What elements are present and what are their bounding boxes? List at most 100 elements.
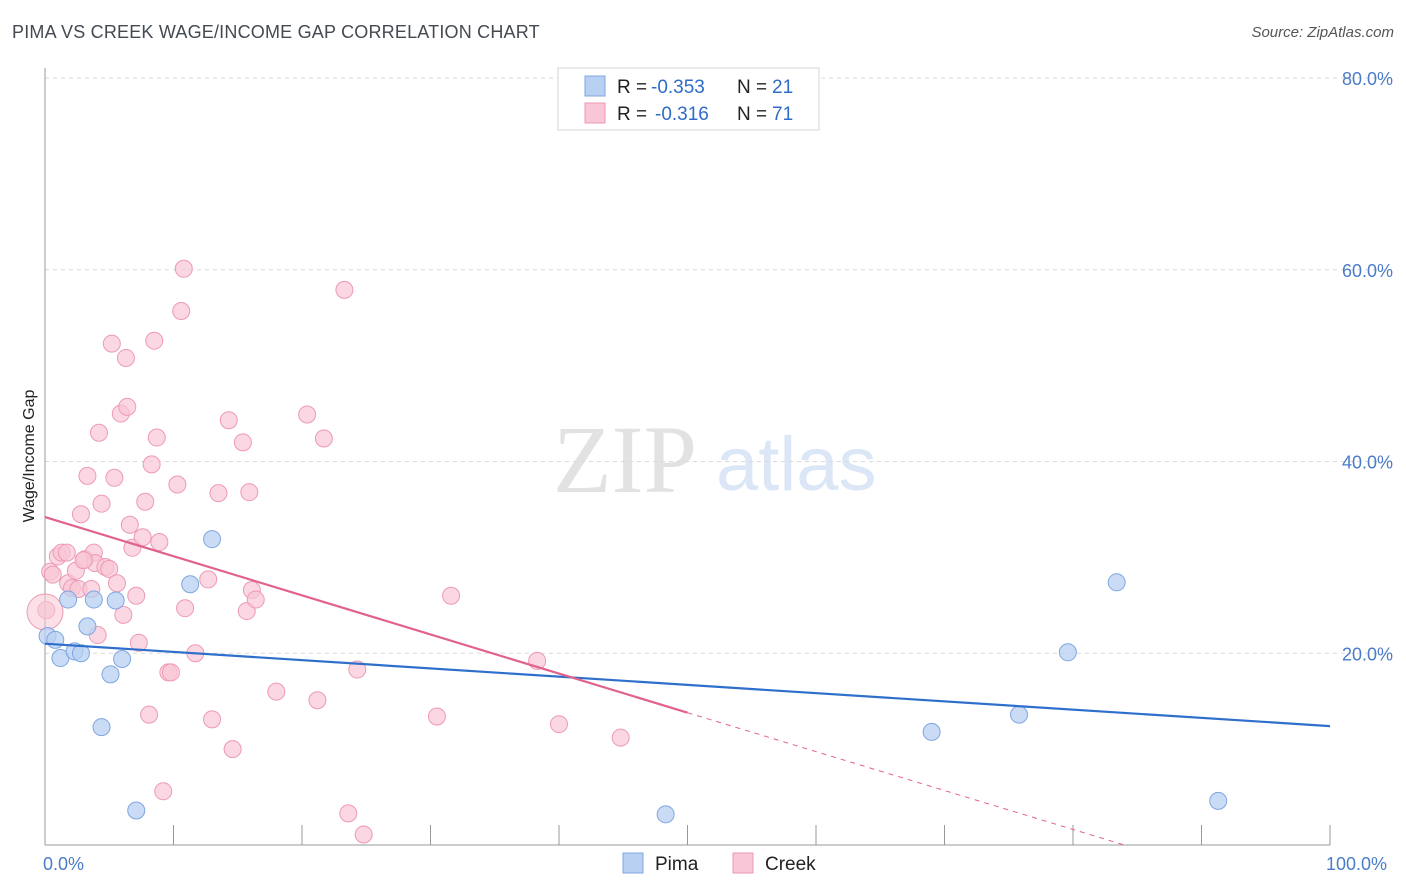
legend-creek-n-value: 71 xyxy=(772,104,793,125)
creek-point xyxy=(354,825,373,844)
creek-point xyxy=(147,428,166,447)
creek-point xyxy=(246,590,265,609)
creek-point xyxy=(92,494,111,513)
creek-point xyxy=(133,528,152,547)
creek-point xyxy=(107,574,126,593)
creek-point xyxy=(127,586,146,605)
pima-point xyxy=(181,575,200,594)
creek-point xyxy=(105,468,124,487)
pima-point xyxy=(84,590,103,609)
pima-point xyxy=(1058,643,1077,662)
pima-point xyxy=(71,644,90,663)
bottom-legend-pima-label: Pima xyxy=(655,854,699,875)
pima-point xyxy=(78,617,97,636)
creek-point xyxy=(26,593,64,631)
creek-point xyxy=(442,586,461,605)
pima-point xyxy=(127,801,146,820)
x-tick-label-max: 100.0% xyxy=(1326,854,1387,874)
x-axis-ticks xyxy=(44,825,1331,845)
legend-pima-n-label: N = xyxy=(737,77,767,98)
creek-point xyxy=(611,728,630,747)
pima-point xyxy=(1107,573,1126,592)
bottom-legend: Pima Creek xyxy=(622,852,816,875)
y-axis-label: Wage/Income Gap xyxy=(21,390,38,523)
source-label: Source: ZipAtlas.com xyxy=(1251,24,1394,41)
creek-point xyxy=(43,565,62,584)
creek-point xyxy=(150,533,169,552)
pima-point xyxy=(59,590,78,609)
creek-point xyxy=(71,505,90,524)
top-legend: R = -0.353 N = 21 R = -0.316 N = 71 xyxy=(557,67,820,131)
trend-lines xyxy=(44,516,1331,846)
y-tick-label-60: 60.0% xyxy=(1342,261,1393,281)
y-tick-label-40: 40.0% xyxy=(1342,453,1393,473)
creek-point xyxy=(240,483,259,502)
creek-point xyxy=(427,707,446,726)
creek-point xyxy=(348,660,367,679)
creek-point xyxy=(176,599,195,618)
legend-pima-r-label: R = xyxy=(617,77,647,98)
creek-point xyxy=(339,804,358,823)
creek-point xyxy=(57,543,76,562)
creek-point xyxy=(74,551,93,570)
pima-point xyxy=(656,805,675,824)
x-tick-label-min: 0.0% xyxy=(43,854,84,874)
watermark-atlas: atlas xyxy=(716,422,877,507)
creek-trend-line-extension xyxy=(687,712,1125,846)
creek-point xyxy=(102,334,121,353)
gridlines xyxy=(45,77,1392,654)
creek-point xyxy=(209,484,228,503)
pima-point xyxy=(203,530,222,549)
creek-point xyxy=(145,331,164,350)
creek-point xyxy=(161,663,180,682)
pima-point xyxy=(92,718,111,737)
chart-title: PIMA VS CREEK WAGE/INCOME GAP CORRELATIO… xyxy=(12,22,540,42)
watermark-zip: ZIP xyxy=(553,406,697,513)
creek-point xyxy=(78,466,97,485)
creek-point xyxy=(142,455,161,474)
creek-point xyxy=(203,710,222,729)
creek-points xyxy=(26,259,630,844)
creek-point xyxy=(100,559,119,578)
legend-pima-n-value: 21 xyxy=(772,77,793,98)
legend-creek-r-value: -0.316 xyxy=(655,104,709,125)
bottom-legend-creek-label: Creek xyxy=(765,854,816,875)
pima-point xyxy=(922,722,941,741)
legend-creek-r-label: R = xyxy=(617,104,647,125)
bottom-legend-pima-swatch xyxy=(622,852,644,874)
creek-point xyxy=(298,405,317,424)
creek-point xyxy=(116,348,135,367)
creek-point xyxy=(308,691,327,710)
pima-point xyxy=(106,591,125,610)
bottom-legend-creek-swatch xyxy=(732,852,754,874)
legend-pima-swatch xyxy=(584,75,606,97)
legend-creek-n-label: N = xyxy=(737,104,767,125)
y-tick-labels: 20.0% 40.0% 60.0% 80.0% xyxy=(1342,69,1393,664)
watermark: ZIP atlas xyxy=(553,406,877,513)
legend-creek-swatch xyxy=(584,102,606,124)
creek-point xyxy=(172,301,191,320)
creek-point xyxy=(219,411,238,430)
creek-point xyxy=(168,475,187,494)
y-tick-label-20: 20.0% xyxy=(1342,644,1393,664)
pima-points xyxy=(38,530,1228,824)
creek-point xyxy=(267,682,286,701)
pima-point xyxy=(1010,705,1029,724)
creek-trend-line xyxy=(44,516,688,714)
legend-pima-r-value: -0.353 xyxy=(651,77,705,98)
creek-point xyxy=(154,782,173,801)
creek-point xyxy=(120,515,139,534)
creek-point xyxy=(118,397,137,416)
creek-point xyxy=(199,570,218,589)
creek-point xyxy=(335,280,354,299)
creek-point xyxy=(114,605,133,624)
creek-point xyxy=(550,715,568,734)
creek-point xyxy=(140,705,159,724)
creek-point xyxy=(89,423,108,442)
creek-point xyxy=(223,740,242,759)
pima-point xyxy=(113,650,132,669)
creek-point xyxy=(129,633,148,652)
pima-point xyxy=(101,665,120,684)
y-tick-label-80: 80.0% xyxy=(1342,69,1393,89)
